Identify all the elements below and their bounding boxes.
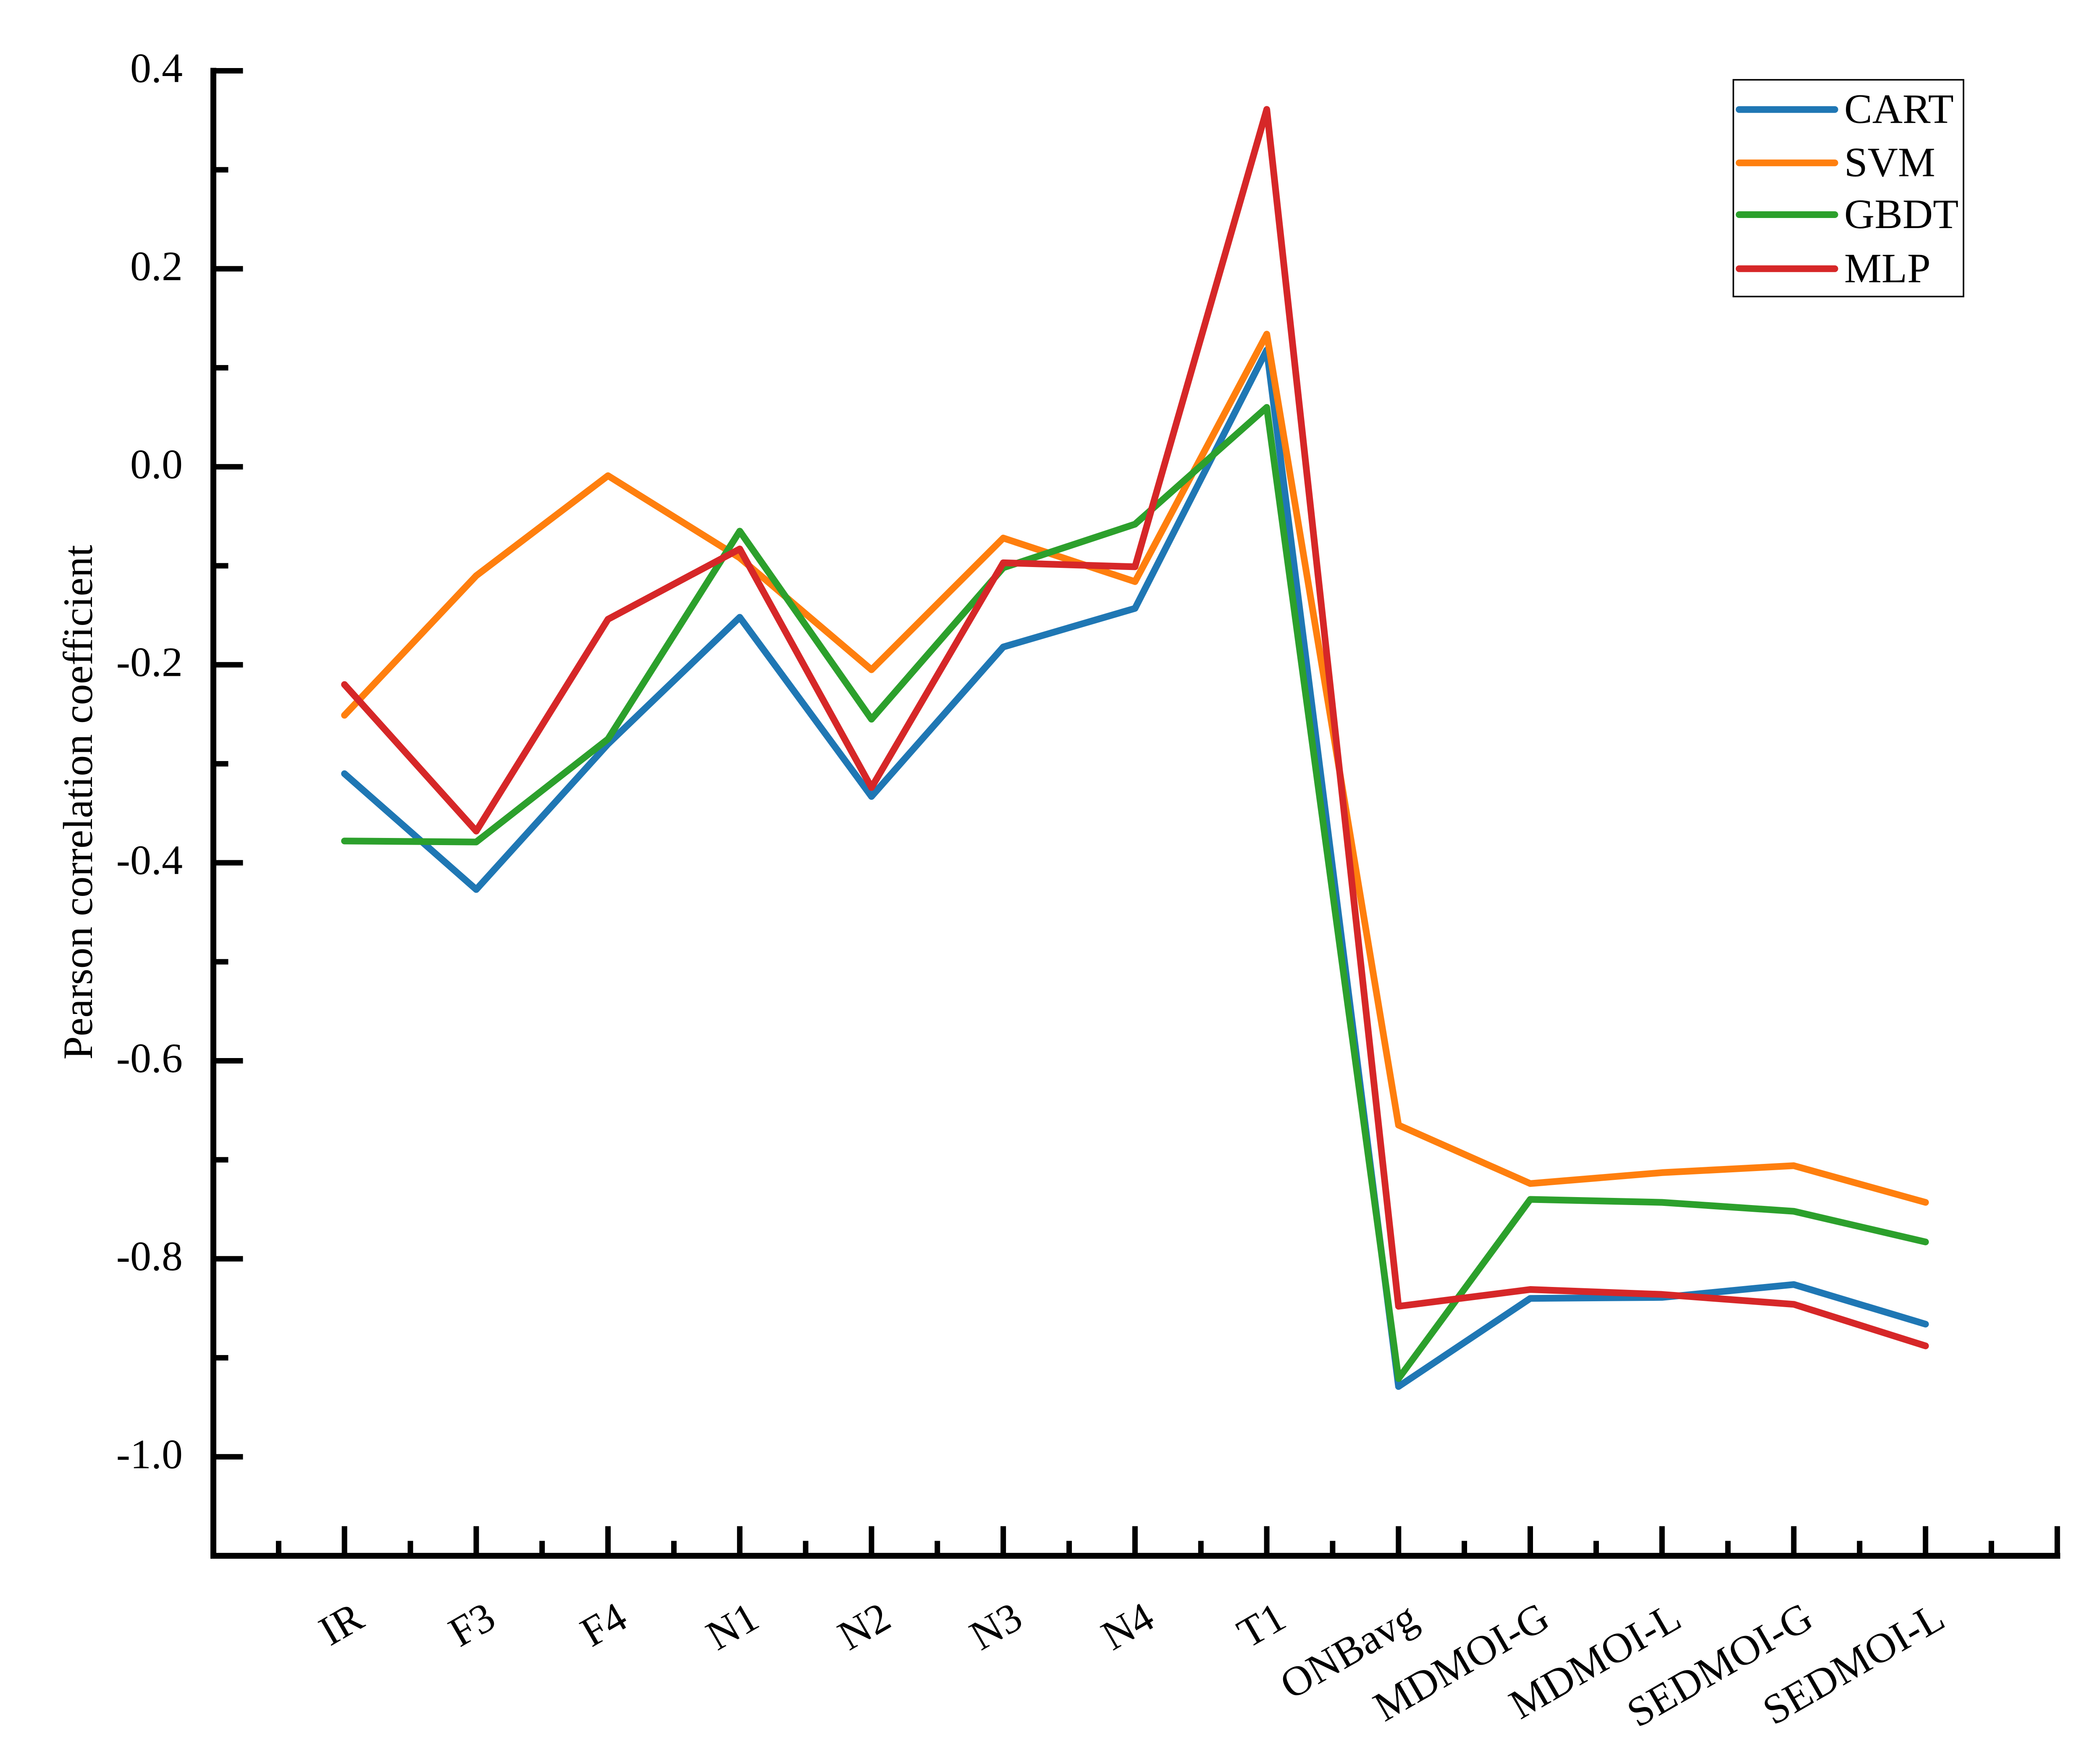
svg-text:-0.2: -0.2 [116, 639, 183, 685]
svg-text:0.2: 0.2 [130, 243, 183, 289]
svg-text:GBDT: GBDT [1844, 191, 1958, 237]
svg-text:0.4: 0.4 [130, 45, 183, 92]
svg-text:-0.4: -0.4 [116, 837, 183, 883]
svg-text:-0.6: -0.6 [116, 1035, 183, 1082]
svg-text:0.0: 0.0 [130, 441, 183, 487]
svg-text:SVM: SVM [1844, 139, 1935, 186]
svg-text:CART: CART [1844, 86, 1954, 132]
svg-text:MLP: MLP [1844, 245, 1931, 292]
svg-text:Pearson correlation coefficien: Pearson correlation coefficient [55, 545, 101, 1060]
svg-text:-0.8: -0.8 [116, 1233, 183, 1279]
svg-text:-1.0: -1.0 [116, 1431, 183, 1477]
